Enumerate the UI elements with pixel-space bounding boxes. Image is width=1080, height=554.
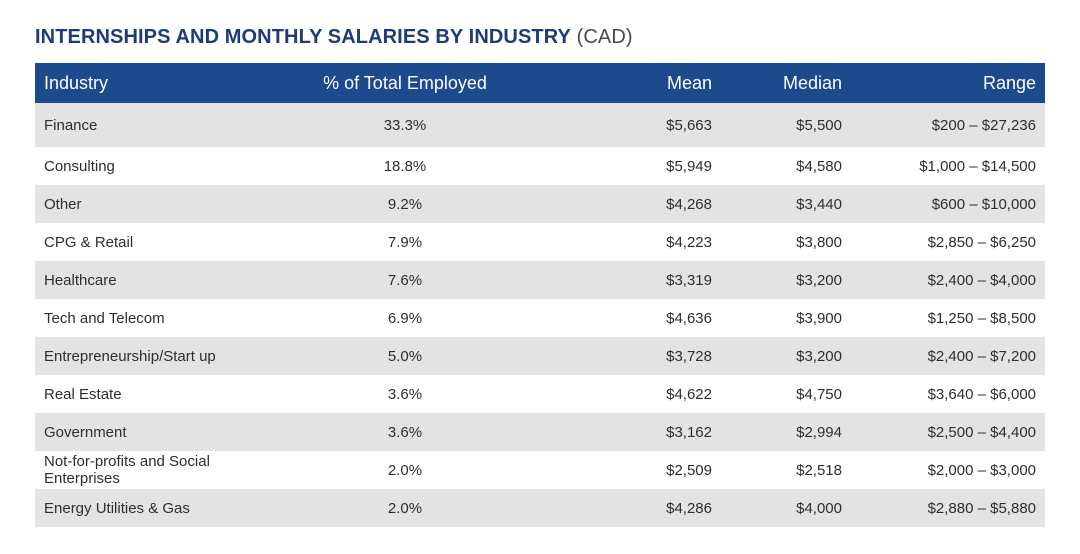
cell-percent: 7.6% [280, 261, 530, 299]
cell-percent: 6.9% [387, 309, 423, 327]
table-row: Consulting 18.8% $5,949 $4,580 $1,000 – … [35, 147, 1045, 185]
cell-range: $2,400 – $4,000 [842, 261, 1045, 299]
cell-industry: Tech and Telecom [44, 309, 165, 327]
cell-mean: $4,268 [530, 185, 712, 223]
cell-industry: Government [35, 413, 280, 451]
cell-mean: $4,223 [666, 233, 712, 251]
cell-median: $2,518 [796, 461, 842, 479]
cell-median: $3,200 [712, 261, 842, 299]
table-row: CPG & Retail 7.9% $4,223 $3,800 $2,850 –… [35, 223, 1045, 261]
table-row: Tech and Telecom 6.9% $4,636 $3,900 $1,2… [35, 299, 1045, 337]
cell-industry: Other [35, 185, 280, 223]
salary-table: Industry % of Total Employed Mean Median… [35, 63, 1045, 527]
cell-industry: Not-for-profits and Social Enterprises [44, 453, 210, 487]
cell-percent: 2.0% [280, 489, 530, 527]
table-row: Energy Utilities & Gas 2.0% $4,286 $4,00… [35, 489, 1045, 527]
cell-range: $1,250 – $8,500 [927, 309, 1036, 327]
cell-mean: $4,622 [666, 385, 712, 403]
cell-industry: Consulting [44, 157, 115, 175]
header-percent-employed: % of Total Employed [280, 63, 530, 103]
cell-median: $2,994 [712, 413, 842, 451]
cell-median: $3,900 [796, 309, 842, 327]
cell-percent: 18.8% [383, 157, 427, 175]
cell-range: $2,850 – $6,250 [927, 233, 1036, 251]
cell-range: $2,500 – $4,400 [842, 413, 1045, 451]
title-main: INTERNSHIPS AND MONTHLY SALARIES BY INDU… [35, 26, 571, 48]
header-range: Range [842, 63, 1045, 103]
table-row: Real Estate 3.6% $4,622 $4,750 $3,640 – … [35, 375, 1045, 413]
page-title: INTERNSHIPS AND MONTHLY SALARIES BY INDU… [35, 24, 633, 50]
cell-median: $3,440 [712, 185, 842, 223]
cell-mean: $3,728 [530, 337, 712, 375]
cell-range: $2,000 – $3,000 [927, 461, 1036, 479]
table-row: Other 9.2% $4,268 $3,440 $600 – $10,000 [35, 185, 1045, 223]
table-row: Finance 33.3% $5,663 $5,500 $200 – $27,2… [35, 103, 1045, 147]
cell-median: $4,000 [712, 489, 842, 527]
table-row: Not-for-profits and Social Enterprises 2… [35, 451, 1045, 489]
cell-industry: Energy Utilities & Gas [35, 489, 280, 527]
cell-industry: Real Estate [44, 385, 122, 403]
cell-percent: 5.0% [280, 337, 530, 375]
cell-percent: 9.2% [280, 185, 530, 223]
cell-industry: CPG & Retail [44, 233, 134, 251]
header-mean: Mean [530, 63, 712, 103]
table-row: Government 3.6% $3,162 $2,994 $2,500 – $… [35, 413, 1045, 451]
cell-range: $600 – $10,000 [842, 185, 1045, 223]
cell-percent: 7.9% [387, 233, 423, 251]
title-currency: (CAD) [576, 26, 633, 48]
cell-mean: $2,509 [666, 461, 712, 479]
cell-range: $3,640 – $6,000 [927, 385, 1036, 403]
cell-median: $4,750 [796, 385, 842, 403]
cell-industry: Finance [35, 103, 280, 147]
cell-mean: $4,636 [666, 309, 712, 327]
table-row: Entrepreneurship/Start up 5.0% $3,728 $3… [35, 337, 1045, 375]
cell-mean: $3,162 [530, 413, 712, 451]
header-median: Median [712, 63, 842, 103]
cell-median: $3,200 [712, 337, 842, 375]
cell-percent: 3.6% [387, 385, 423, 403]
table-row: Healthcare 7.6% $3,319 $3,200 $2,400 – $… [35, 261, 1045, 299]
cell-industry: Entrepreneurship/Start up [35, 337, 280, 375]
cell-industry: Healthcare [35, 261, 280, 299]
cell-mean: $3,319 [530, 261, 712, 299]
cell-percent: 3.6% [280, 413, 530, 451]
cell-mean: $5,949 [666, 157, 712, 175]
cell-range: $200 – $27,236 [842, 103, 1045, 147]
cell-median: $3,800 [796, 233, 842, 251]
cell-mean: $5,663 [530, 103, 712, 147]
cell-median: $5,500 [712, 103, 842, 147]
table-header-row: Industry % of Total Employed Mean Median… [35, 63, 1045, 103]
cell-range: $2,400 – $7,200 [842, 337, 1045, 375]
cell-range: $1,000 – $14,500 [919, 157, 1036, 175]
cell-median: $4,580 [796, 157, 842, 175]
cell-percent: 33.3% [280, 103, 530, 147]
header-industry: Industry [35, 63, 280, 103]
cell-percent: 2.0% [387, 461, 423, 479]
cell-range: $2,880 – $5,880 [842, 489, 1045, 527]
cell-mean: $4,286 [530, 489, 712, 527]
